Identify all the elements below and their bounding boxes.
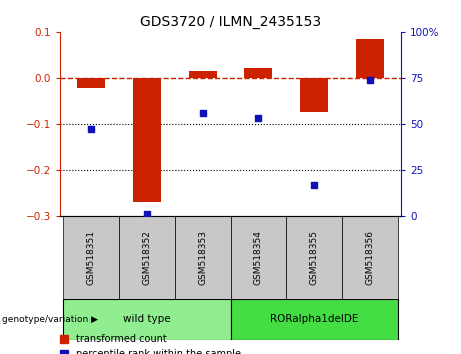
Bar: [230, 216, 286, 299]
Point: [255, 115, 262, 121]
Bar: [230, 299, 398, 340]
Point: [87, 127, 95, 132]
Text: GSM518352: GSM518352: [142, 230, 151, 285]
Bar: [286, 216, 343, 299]
Bar: [244, 68, 272, 78]
Point: [366, 77, 374, 82]
Bar: [77, 78, 105, 88]
Bar: [189, 71, 217, 78]
Point: [143, 211, 150, 217]
Text: RORalpha1delDE: RORalpha1delDE: [270, 314, 359, 325]
Point: [311, 182, 318, 188]
Bar: [63, 216, 118, 299]
Text: GSM518354: GSM518354: [254, 230, 263, 285]
Title: GDS3720 / ILMN_2435153: GDS3720 / ILMN_2435153: [140, 16, 321, 29]
Point: [199, 110, 206, 116]
Bar: [301, 78, 328, 113]
Bar: [133, 78, 160, 202]
Bar: [343, 216, 398, 299]
Text: GSM518356: GSM518356: [366, 230, 375, 285]
Bar: [175, 216, 230, 299]
Text: GSM518353: GSM518353: [198, 230, 207, 285]
Legend: transformed count, percentile rank within the sample: transformed count, percentile rank withi…: [60, 335, 241, 354]
Bar: [356, 39, 384, 78]
Text: GSM518351: GSM518351: [86, 230, 95, 285]
Bar: [118, 216, 175, 299]
Text: genotype/variation ▶: genotype/variation ▶: [2, 315, 98, 324]
Text: GSM518355: GSM518355: [310, 230, 319, 285]
Bar: [63, 299, 230, 340]
Text: wild type: wild type: [123, 314, 171, 325]
